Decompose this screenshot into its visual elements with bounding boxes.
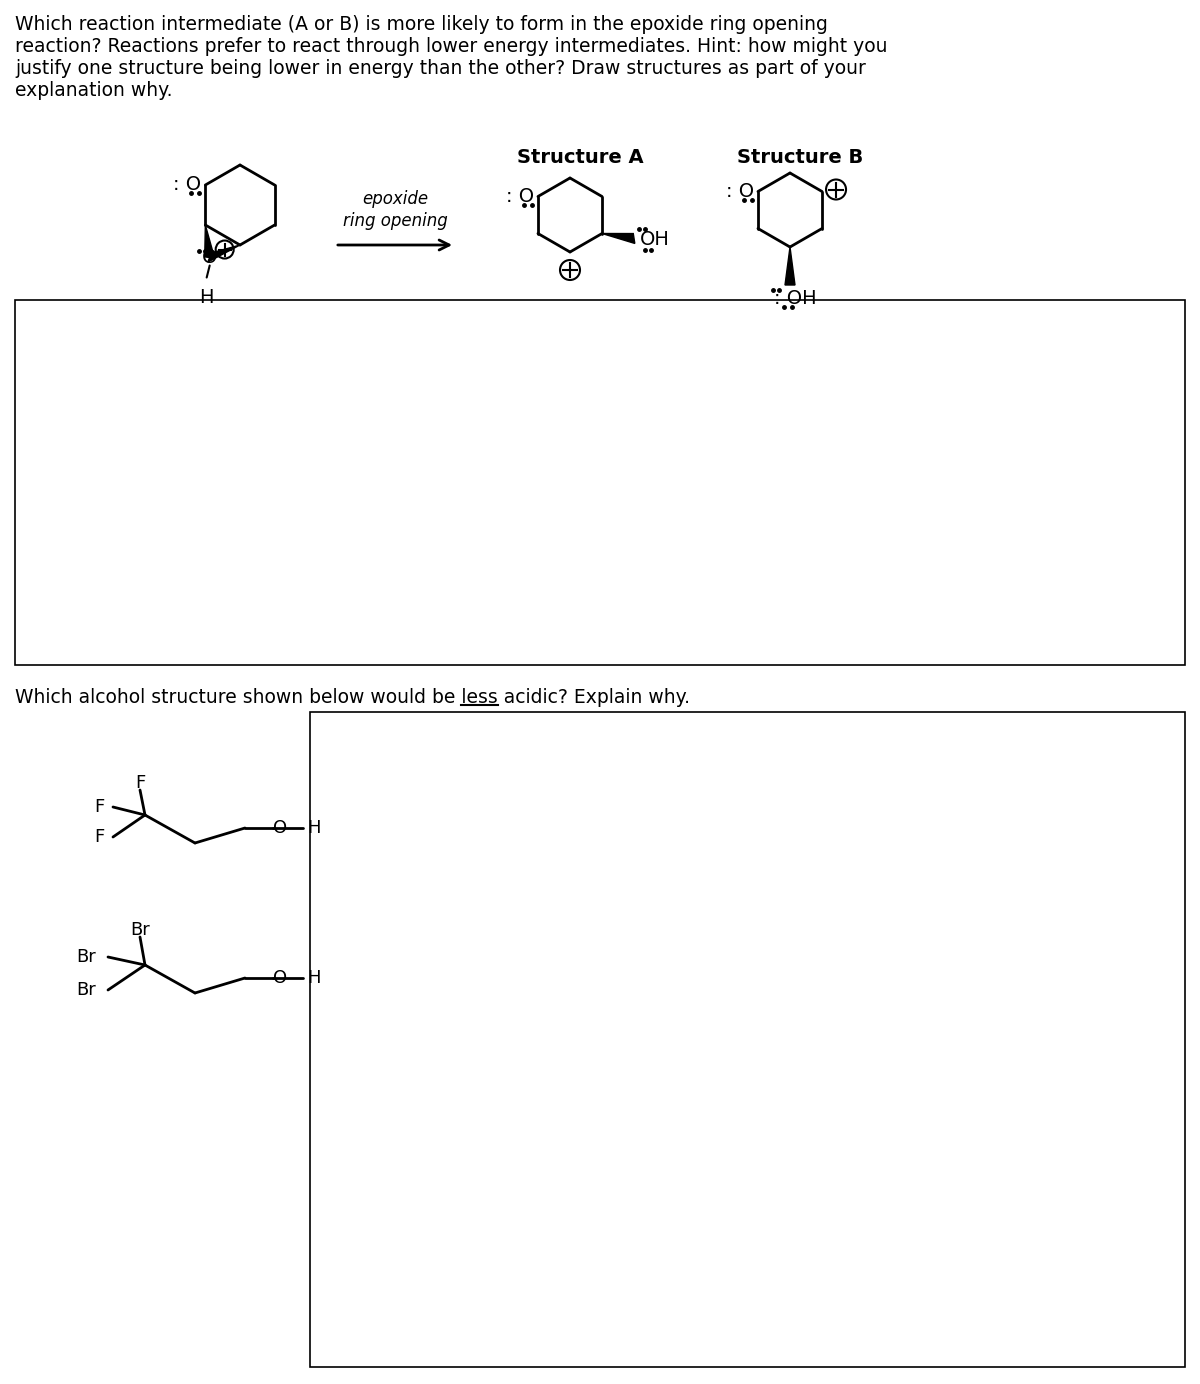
Text: O: O	[274, 819, 287, 837]
Text: Br: Br	[130, 920, 150, 938]
Text: H: H	[307, 819, 320, 837]
Text: : O: : O	[173, 176, 202, 195]
Text: Which alcohol structure shown below would be less acidic? Explain why.: Which alcohol structure shown below woul…	[14, 688, 690, 707]
Polygon shape	[602, 234, 635, 244]
Text: explanation why.: explanation why.	[14, 82, 173, 100]
Text: F: F	[95, 799, 106, 817]
Text: F: F	[95, 828, 106, 846]
Polygon shape	[205, 226, 215, 259]
Text: OH: OH	[640, 230, 670, 249]
Text: : O: : O	[726, 183, 754, 201]
Text: Structure A: Structure A	[517, 148, 643, 167]
Polygon shape	[785, 246, 796, 285]
Text: Structure B: Structure B	[737, 148, 863, 167]
Text: Br: Br	[77, 948, 96, 966]
Text: H: H	[307, 969, 320, 987]
Text: O: O	[202, 248, 217, 267]
Text: epoxide
ring opening: epoxide ring opening	[343, 190, 448, 230]
Text: H: H	[199, 288, 214, 306]
Text: Br: Br	[77, 981, 96, 999]
Text: reaction? Reactions prefer to react through lower energy intermediates. Hint: ho: reaction? Reactions prefer to react thro…	[14, 37, 888, 55]
Polygon shape	[208, 245, 240, 262]
Text: F: F	[134, 774, 145, 792]
Text: Which reaction intermediate (A or B) is more likely to form in the epoxide ring : Which reaction intermediate (A or B) is …	[14, 15, 828, 35]
Text: O: O	[274, 969, 287, 987]
Bar	[14, 300, 1186, 664]
Text: : OH: : OH	[774, 289, 817, 309]
Text: justify one structure being lower in energy than the other? Draw structures as p: justify one structure being lower in ene…	[14, 60, 866, 78]
Bar	[310, 711, 1186, 1367]
Text: : O: : O	[506, 187, 534, 206]
